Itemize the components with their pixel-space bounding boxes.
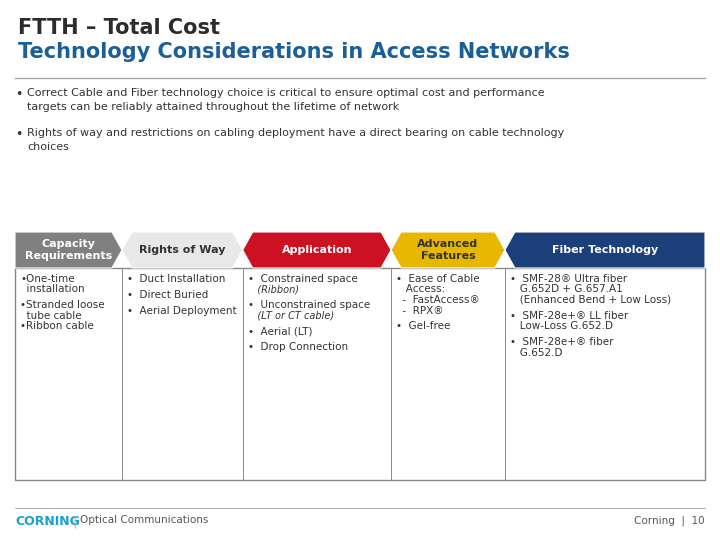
Text: G.652.D: G.652.D bbox=[510, 348, 562, 357]
Text: •  Constrained space: • Constrained space bbox=[248, 274, 357, 284]
Text: installation: installation bbox=[20, 285, 85, 294]
Polygon shape bbox=[505, 232, 705, 268]
Text: •  Unconstrained space: • Unconstrained space bbox=[248, 300, 370, 310]
FancyBboxPatch shape bbox=[15, 268, 705, 480]
Text: Rights of way and restrictions on cabling deployment have a direct bearing on ca: Rights of way and restrictions on cablin… bbox=[27, 128, 564, 152]
Text: •One-time: •One-time bbox=[20, 274, 75, 284]
Text: G.652D + G.657.A1: G.652D + G.657.A1 bbox=[510, 285, 623, 294]
Text: •  Direct Buried: • Direct Buried bbox=[127, 290, 208, 300]
Text: (LT or CT cable): (LT or CT cable) bbox=[248, 310, 334, 321]
Text: •  Drop Connection: • Drop Connection bbox=[248, 342, 348, 352]
Text: •  SMF-28e+® fiber: • SMF-28e+® fiber bbox=[510, 337, 613, 347]
Text: •  SMF-28® Ultra fiber: • SMF-28® Ultra fiber bbox=[510, 274, 627, 284]
Polygon shape bbox=[243, 232, 391, 268]
Text: Fiber Technology: Fiber Technology bbox=[552, 245, 658, 255]
Text: -  RPX®: - RPX® bbox=[396, 306, 444, 315]
Polygon shape bbox=[122, 232, 243, 268]
Text: -  FastAccess®: - FastAccess® bbox=[396, 295, 480, 305]
Text: •Ribbon cable: •Ribbon cable bbox=[20, 321, 94, 331]
Text: •  Gel-free: • Gel-free bbox=[396, 321, 451, 331]
Text: •  Aerial Deployment: • Aerial Deployment bbox=[127, 306, 237, 315]
Text: Technology Considerations in Access Networks: Technology Considerations in Access Netw… bbox=[18, 42, 570, 62]
Text: Correct Cable and Fiber technology choice is critical to ensure optimal cost and: Correct Cable and Fiber technology choic… bbox=[27, 88, 544, 112]
Text: FTTH – Total Cost: FTTH – Total Cost bbox=[18, 18, 220, 38]
Text: •: • bbox=[15, 128, 22, 141]
Polygon shape bbox=[391, 232, 505, 268]
Text: tube cable: tube cable bbox=[20, 310, 81, 321]
Text: Application: Application bbox=[282, 245, 352, 255]
Text: Access:: Access: bbox=[396, 285, 445, 294]
Text: Rights of Way: Rights of Way bbox=[139, 245, 225, 255]
Text: CORNING: CORNING bbox=[15, 515, 80, 528]
Text: |: | bbox=[72, 515, 76, 528]
Text: •: • bbox=[15, 88, 22, 101]
Text: (Ribbon): (Ribbon) bbox=[248, 285, 299, 294]
Text: Optical Communications: Optical Communications bbox=[80, 515, 208, 525]
Text: Advanced
Features: Advanced Features bbox=[418, 239, 479, 261]
Text: Corning  |  10: Corning | 10 bbox=[634, 515, 705, 525]
Polygon shape bbox=[15, 232, 122, 268]
Text: (Enhanced Bend + Low Loss): (Enhanced Bend + Low Loss) bbox=[510, 295, 671, 305]
Text: •  Aerial (LT): • Aerial (LT) bbox=[248, 327, 312, 336]
Text: •  SMF-28e+® LL fiber: • SMF-28e+® LL fiber bbox=[510, 310, 628, 321]
Text: •  Ease of Cable: • Ease of Cable bbox=[396, 274, 480, 284]
Text: •  Duct Installation: • Duct Installation bbox=[127, 274, 225, 284]
Text: Low-Loss G.652.D: Low-Loss G.652.D bbox=[510, 321, 613, 331]
Text: •Stranded loose: •Stranded loose bbox=[20, 300, 104, 310]
Text: Capacity
Requirements: Capacity Requirements bbox=[25, 239, 112, 261]
